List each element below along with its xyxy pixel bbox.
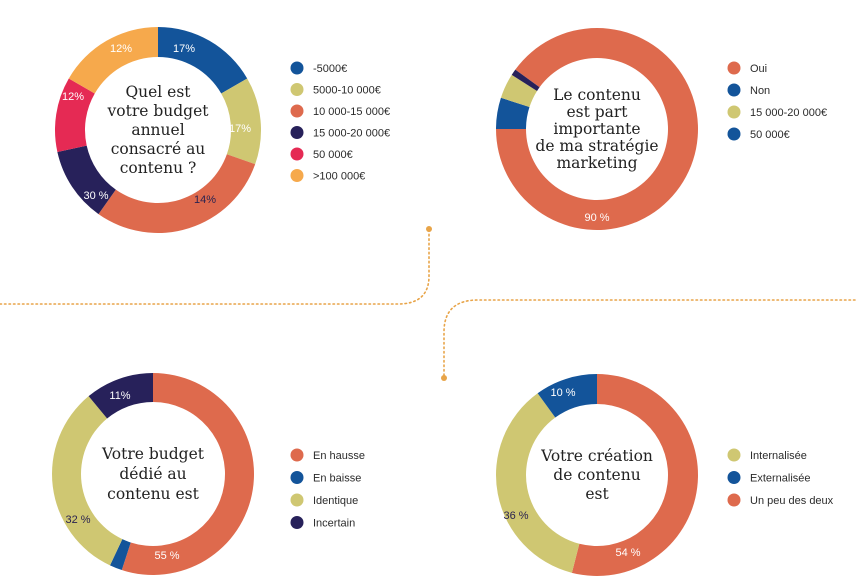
connector-line-right [443,299,856,378]
slice-5 [55,78,95,153]
legend: -5000€ 5000-10 000€ 10 000-15 000€ 15 000-2… [290,61,390,183]
legend-item: Incertain [313,518,355,530]
chart-title-line: importante [553,120,640,138]
connector-dot [441,375,447,381]
legend-marker [290,104,304,118]
slice-2 [109,539,131,571]
slice-1 [571,374,698,576]
legend-item: 50 000€ [313,149,353,161]
slice-3 [500,74,538,108]
legend-marker [290,61,304,75]
legend-marker [290,516,304,529]
legend-marker [727,448,741,462]
slice-4 [88,373,153,419]
slice-label-2: 36 % [503,510,528,522]
legend-item: Identique [313,495,358,507]
slice-3 [98,154,256,234]
chart-title-line: dédié au [119,465,186,483]
legend-marker [727,471,741,484]
legend-marker [290,126,304,139]
slice-1 [121,373,255,575]
legend-marker [290,493,304,507]
legend-item: 15 000-20 000€ [313,128,390,140]
legend-item: En baisse [313,473,361,485]
slice-label-2: 14% [194,194,216,206]
slice-2 [496,97,530,129]
chart-title-line: marketing [556,154,637,172]
slice-4 [57,145,116,215]
legend: En hausse En baisse Identique Incertain [290,448,365,530]
legend-marker [727,127,741,141]
legend: Internalisée Externalisée Un peu des deux [727,448,834,507]
chart-title-line: de ma stratégie [535,137,658,155]
legend-marker [290,169,304,182]
legend-marker [727,105,741,119]
legend-marker [290,83,304,96]
connector-lines [0,226,856,381]
chart-title-line: Votre création [540,447,653,465]
legend-marker [290,448,304,462]
legend-item: 50 000€ [750,129,790,141]
legend-marker [290,471,304,484]
slice-3 [51,396,123,566]
legend-item: Internalisée [750,450,807,462]
slice-label-4: 12% [62,91,84,103]
legend-marker [727,61,741,75]
legend-item: Un peu des deux [750,495,834,507]
slice-label-4: 11% [109,390,130,402]
chart-title-line: Le contenu [553,86,641,104]
slice-1 [158,27,248,94]
legend-item: 10 000-15 000€ [313,106,390,118]
chart-title-line: est [585,485,609,503]
legend: Oui Non 15 000-20 000€ 50 000€ [727,61,827,141]
chart-title-line: Votre budget [101,445,205,463]
legend-marker [290,147,304,161]
slice-2 [495,393,580,573]
chart-title-line: contenu est [107,485,199,503]
slice-label-1: 90 % [584,212,609,224]
slice-label-3: 10 % [550,387,575,399]
slice-label-1: 55 % [154,550,179,562]
legend-item: Non [750,85,770,97]
slice-6 [68,27,158,94]
slice-label-3: 32 % [65,514,90,526]
connector-line-left [0,228,430,305]
legend-item: 5000-10 000€ [313,85,381,97]
slice-label-5: 12% [110,43,132,55]
chart-title-line: votre budget [107,102,210,120]
slice-label-6: 17% [173,43,195,55]
legend-item: Externalisée [750,473,811,485]
slice-label-1: 54 % [615,547,640,559]
legend-item: >100 000€ [313,171,365,183]
slice-1 [496,28,699,231]
donut-chart-3: 55 % 32 % 11% Votre budget dédié au contenu e… [51,373,365,575]
chart-title-line: est part [566,103,628,121]
slice-label-1: 17% [229,123,251,135]
chart-title-line: contenu ? [120,159,197,177]
chart-title-line: consacré au [111,140,206,158]
slice-4 [511,69,540,91]
legend-marker [727,493,741,507]
legend-item: En hausse [313,450,365,462]
chart-title-line: de contenu [553,466,640,484]
connector-dot [426,226,432,232]
slice-label-3: 30 % [83,190,108,202]
legend-marker [727,83,741,97]
legend-item: 15 000-20 000€ [750,107,827,119]
slice-2 [221,78,261,165]
legend-item: Oui [750,63,767,75]
slice-3 [537,374,597,418]
chart-title-line: Quel est [125,83,191,101]
legend-item: -5000€ [313,63,347,75]
chart-title-line: annuel [131,121,184,139]
